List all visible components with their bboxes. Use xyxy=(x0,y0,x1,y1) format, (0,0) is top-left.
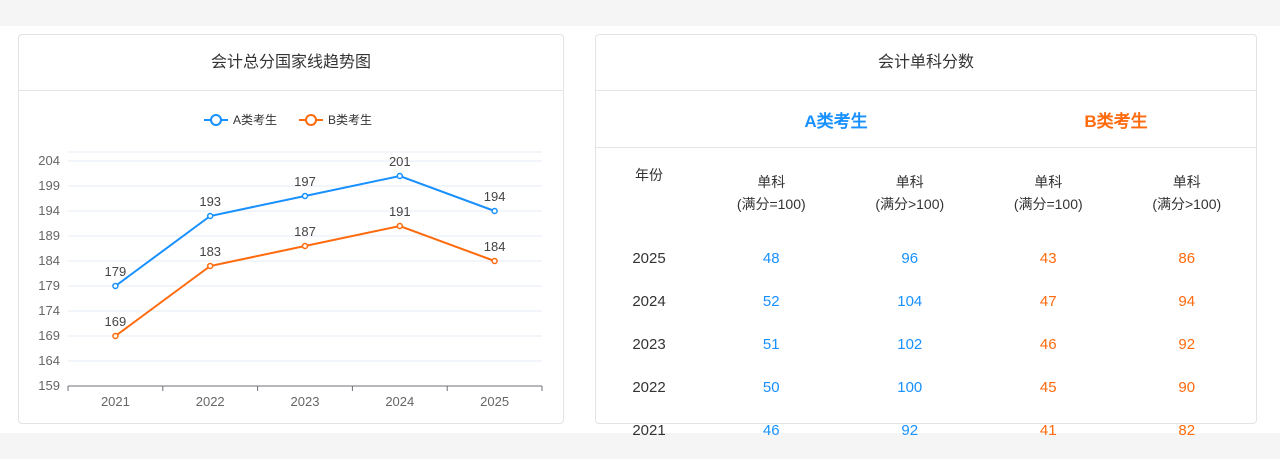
score-cell: 90 xyxy=(1178,379,1196,396)
group-b-label: B类考生 xyxy=(1084,111,1148,131)
score-cell: 94 xyxy=(1178,293,1196,310)
series-line-b xyxy=(114,224,495,337)
score-cell: 96 xyxy=(901,250,919,267)
score-cell: 102 xyxy=(897,336,923,353)
legend-marker xyxy=(305,114,317,126)
x-tick-label: 2024 xyxy=(385,394,414,409)
score-cell: 50 xyxy=(762,379,780,396)
data-point xyxy=(112,282,119,290)
y-tick-label: 174 xyxy=(38,303,60,318)
data-point xyxy=(301,192,309,200)
score-cell: 86 xyxy=(1178,250,1196,267)
year-cell: 2023 xyxy=(632,336,666,353)
group-a-label: A类考生 xyxy=(804,111,868,131)
line-chart: 159 164 169 174 179 184 189 194 199 204 2021 2022 20… xyxy=(38,113,543,409)
score-cell: 92 xyxy=(1178,336,1196,353)
data-label: 169 xyxy=(105,314,127,329)
score-cell: 45 xyxy=(1039,379,1057,396)
table-row: 2022 50 100 45 90 xyxy=(596,366,1256,409)
y-tick-label: 189 xyxy=(38,228,60,243)
x-tick-label: 2025 xyxy=(480,394,509,409)
table-row: 2021 46 92 41 82 xyxy=(596,409,1256,452)
data-point xyxy=(491,257,498,265)
header-a-eq100: 单科 (满分=100) xyxy=(736,173,806,212)
data-point xyxy=(206,212,214,220)
data-label: 179 xyxy=(105,264,127,279)
table-row: 2024 52 104 47 94 xyxy=(596,280,1256,323)
y-tick-label: 164 xyxy=(38,353,60,368)
year-cell: 2021 xyxy=(632,422,666,439)
score-cell: 43 xyxy=(1039,250,1057,267)
table-row: 2023 51 102 46 92 xyxy=(596,323,1256,366)
year-cell: 2025 xyxy=(632,250,666,267)
data-label: 187 xyxy=(294,224,316,239)
data-label: 183 xyxy=(199,244,221,259)
header-year: 年份 xyxy=(635,167,663,183)
x-tick-label: 2023 xyxy=(291,394,320,409)
score-cell: 92 xyxy=(901,422,919,439)
data-label: 201 xyxy=(389,154,411,169)
data-point xyxy=(301,242,309,250)
legend-marker xyxy=(210,114,222,126)
data-label: 197 xyxy=(294,174,316,189)
scores-table: 年份 单科 (满分=100) 单科 (满分>100) 单科 (满分=100) 单科 (满… xyxy=(596,148,1256,452)
x-tick-label: 2022 xyxy=(196,394,225,409)
score-cell: 41 xyxy=(1039,422,1057,439)
score-cell: 82 xyxy=(1178,422,1196,439)
data-label: 191 xyxy=(389,204,411,219)
data-point xyxy=(112,332,119,340)
data-point xyxy=(206,262,214,270)
score-cell: 51 xyxy=(762,336,780,353)
top-bar xyxy=(0,0,1280,26)
legend-label: A类考生 xyxy=(233,113,277,127)
header-b-gt100: 单科 (满分>100) xyxy=(1152,173,1222,212)
y-tick-label: 169 xyxy=(38,328,60,343)
x-tick-label: 2021 xyxy=(101,394,130,409)
y-tick-label: 184 xyxy=(38,253,60,268)
y-tick-label: 194 xyxy=(38,203,60,218)
score-cell: 46 xyxy=(1039,336,1057,353)
scores-card-title: 会计单科分数 xyxy=(596,35,1256,91)
score-cell: 46 xyxy=(762,422,780,439)
chart-card-title: 会计总分国家线趋势图 xyxy=(19,35,563,91)
legend-label: B类考生 xyxy=(328,113,372,127)
score-cell: 52 xyxy=(762,293,780,310)
y-tick-label: 199 xyxy=(38,178,60,193)
score-cell: 47 xyxy=(1039,293,1057,310)
data-point xyxy=(491,207,498,215)
header-b-eq100: 单科 (满分=100) xyxy=(1013,173,1083,212)
header-a-gt100: 单科 (满分>100) xyxy=(875,173,945,212)
data-label: 194 xyxy=(484,189,506,204)
score-cell: 104 xyxy=(897,293,923,310)
y-tick-label: 204 xyxy=(38,153,60,168)
score-cell: 100 xyxy=(897,379,923,396)
data-label: 193 xyxy=(199,194,221,209)
y-tick-label: 179 xyxy=(38,278,60,293)
trend-chart-card: 会计总分国家线趋势图 159 164 169 174 179 184 189 194 199 20… xyxy=(18,34,564,424)
score-cell: 48 xyxy=(762,250,780,267)
data-point xyxy=(396,222,404,230)
year-cell: 2022 xyxy=(632,379,666,396)
subject-scores-card: 会计单科分数 A类考生 B类考生 年份 单科 (满分=100) 单科 (满分>100… xyxy=(595,34,1257,439)
y-tick-label: 159 xyxy=(38,378,60,393)
year-cell: 2024 xyxy=(632,293,666,310)
data-label: 184 xyxy=(484,239,506,254)
data-point xyxy=(396,172,404,180)
table-row: 2025 48 96 43 86 xyxy=(596,237,1256,280)
